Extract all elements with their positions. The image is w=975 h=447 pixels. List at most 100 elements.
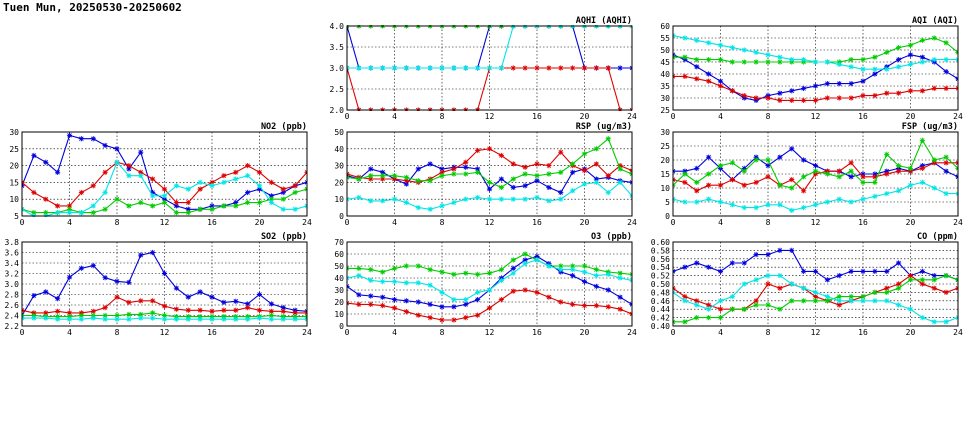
data-point-green	[741, 306, 747, 312]
data-point-blue	[812, 163, 819, 169]
data-point-red	[753, 179, 759, 185]
data-point-cyan	[368, 65, 374, 71]
data-point-red	[463, 315, 469, 321]
data-point-red	[114, 294, 120, 300]
data-point-cyan	[356, 65, 362, 71]
data-point-green	[558, 263, 564, 269]
data-point-red	[546, 163, 552, 169]
data-point-green	[907, 165, 914, 171]
data-point-green	[245, 313, 251, 320]
data-point-cyan	[415, 205, 421, 211]
data-point-cyan	[90, 203, 96, 209]
x-tick-label: 24	[953, 328, 963, 337]
y-tick-label: 2.6	[5, 301, 20, 310]
data-point-blue	[801, 85, 807, 91]
data-point-red	[801, 188, 807, 194]
data-point-blue	[753, 252, 759, 258]
data-point-red	[581, 168, 588, 174]
y-tick-label: 0.52	[651, 272, 670, 281]
data-point-green	[907, 42, 914, 48]
data-point-red	[221, 307, 227, 313]
data-point-green	[741, 59, 747, 65]
data-point-green	[919, 37, 925, 43]
data-point-blue	[741, 165, 747, 171]
data-point-blue	[114, 278, 120, 284]
data-point-red	[31, 189, 37, 196]
data-point-green	[943, 273, 949, 279]
data-point-blue	[617, 294, 623, 300]
data-point-blue	[717, 165, 724, 171]
y-tick-label: 2.4	[5, 312, 20, 321]
data-point-cyan	[694, 37, 700, 43]
data-point-red	[391, 176, 398, 182]
data-point-green	[427, 178, 433, 184]
data-point-cyan	[31, 315, 37, 321]
data-point-cyan	[173, 183, 179, 189]
data-point-green	[729, 59, 735, 65]
data-point-cyan	[682, 298, 688, 304]
data-point-blue	[90, 263, 96, 269]
y-tick-label: 45	[660, 58, 670, 67]
data-point-cyan	[801, 57, 807, 63]
data-point-blue	[706, 154, 712, 160]
data-point-blue	[534, 178, 540, 184]
data-point-red	[498, 152, 504, 159]
plot-area	[22, 249, 307, 322]
x-tick-label: 0	[671, 328, 676, 337]
data-point-cyan	[380, 279, 386, 285]
data-point-green	[907, 277, 914, 283]
data-point-green	[78, 312, 84, 319]
data-point-blue	[919, 163, 925, 169]
data-point-green	[848, 168, 854, 174]
data-point-cyan	[451, 65, 457, 71]
data-point-cyan	[173, 316, 179, 322]
data-point-cyan	[907, 306, 914, 312]
y-tick-label: 40	[334, 145, 344, 154]
y-tick-label: 35	[660, 82, 670, 91]
data-point-cyan	[717, 298, 724, 304]
data-point-red	[943, 289, 949, 295]
y-tick-label: 50	[660, 46, 670, 55]
panel-rsp: 0 10 20 30 40 50 0 4 8 12 16 20 24 RSP (ug/m3)	[334, 122, 637, 227]
data-point-cyan	[102, 189, 108, 196]
data-point-red	[368, 176, 374, 182]
panel-so2: 2.22.4 2.62.8 3.03.2 3.43.6 3.8 0 4 8 12 16 20 24 SO…	[5, 232, 312, 337]
data-point-blue	[907, 52, 914, 58]
y-tick-label: 20	[9, 162, 19, 171]
data-point-blue	[777, 154, 783, 160]
data-point-red	[546, 294, 552, 300]
plot-frame	[346, 241, 633, 327]
data-point-green	[150, 310, 156, 316]
data-point-red	[765, 174, 771, 180]
y-tick-label: 10	[660, 184, 670, 193]
data-point-blue	[812, 268, 819, 274]
data-point-cyan	[812, 289, 819, 295]
data-point-red	[777, 97, 783, 103]
data-point-green	[463, 270, 469, 276]
data-point-red	[581, 303, 588, 309]
data-point-green	[475, 169, 481, 175]
data-point-green	[126, 311, 132, 318]
data-point-blue	[546, 184, 552, 191]
data-point-blue	[256, 186, 263, 192]
data-point-cyan	[256, 183, 263, 189]
data-point-red	[427, 315, 433, 321]
data-point-blue	[741, 260, 747, 266]
y-tick-label: 30	[660, 94, 670, 103]
data-point-cyan	[102, 316, 108, 322]
data-point-cyan	[78, 316, 84, 322]
data-point-cyan	[522, 261, 528, 267]
x-tick-label: 4	[718, 112, 723, 121]
data-point-red	[415, 312, 421, 318]
data-point-blue	[694, 64, 700, 70]
y-tick-label: 3.6	[5, 249, 20, 258]
panel-title: SO2 (ppb)	[261, 232, 307, 242]
data-point-blue	[943, 168, 949, 174]
plot-frame	[346, 131, 633, 217]
data-point-cyan	[558, 196, 564, 202]
data-point-cyan	[605, 271, 611, 277]
data-point-green	[90, 312, 96, 319]
data-point-blue	[824, 277, 830, 283]
data-point-blue	[403, 181, 409, 187]
chart-panels: 2.0 2.5 3.0 3.5 4.0 0 4 8 12 16 20 24 AQHI (AQHI) 25 3…	[5, 16, 963, 337]
